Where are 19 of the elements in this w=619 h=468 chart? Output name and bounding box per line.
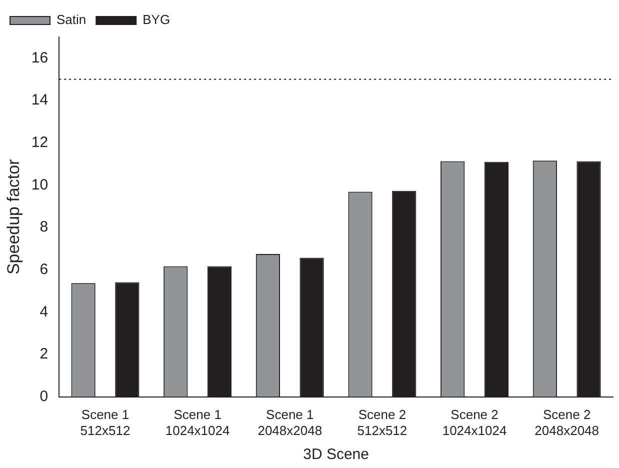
x-axis-title: 3D Scene [303, 446, 369, 464]
y-tick-label: 2 [40, 346, 48, 363]
y-tick-label: 16 [31, 49, 48, 66]
y-tick-label: 10 [31, 176, 48, 194]
x-tick-label: Scene 2 1024x1024 [442, 407, 507, 438]
x-tick-label: Scene 1 1024x1024 [165, 407, 230, 438]
y-axis-title: Speedup factor [4, 158, 23, 275]
y-tick-label: 0 [40, 388, 48, 405]
x-tick-label: Scene 2 2048x2048 [534, 407, 600, 438]
y-tick-label: 12 [31, 134, 48, 151]
x-tick-label: Scene 2 512x512 [357, 407, 408, 438]
x-tick-label: Scene 1 512x512 [80, 407, 130, 438]
x-tick-label: Scene 1 2048x2048 [258, 407, 322, 438]
y-tick-label: 6 [40, 260, 48, 278]
y-tick-label: 4 [40, 303, 48, 320]
legend-label: BYG [142, 12, 170, 28]
y-tick-label: 14 [31, 92, 48, 109]
y-tick-label: 8 [40, 218, 48, 236]
legend-label: Satin [56, 12, 86, 28]
